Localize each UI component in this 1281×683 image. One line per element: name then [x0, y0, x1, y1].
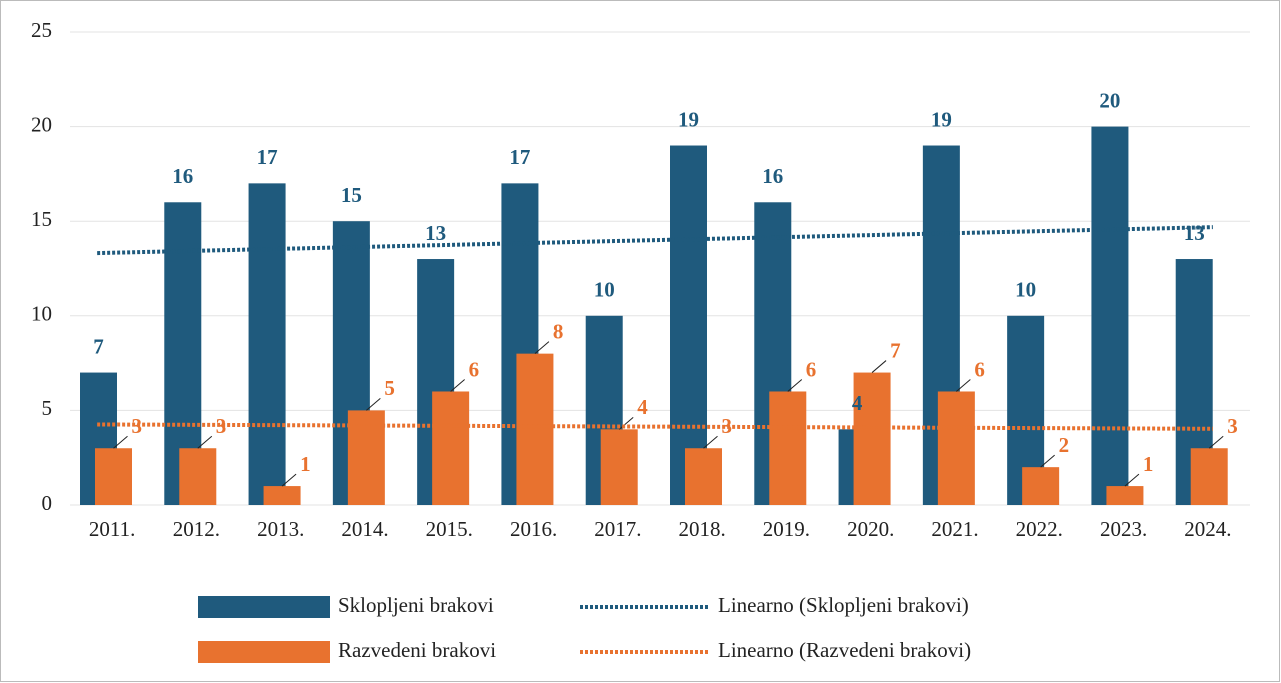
legend-label: Linearno (Razvedeni brakovi): [718, 638, 971, 662]
bar: [1190, 448, 1228, 505]
bar: [1106, 486, 1144, 505]
value-label: 5: [384, 376, 395, 400]
leader-line: [1124, 473, 1140, 487]
bar: [1091, 126, 1129, 505]
x-tick-label: 2021.: [931, 517, 978, 541]
leader-line: [366, 398, 381, 411]
y-tick-label: 5: [42, 396, 53, 420]
leader-line: [1040, 454, 1055, 468]
value-label: 10: [594, 278, 615, 302]
y-tick-label: 0: [42, 491, 53, 515]
leader-line: [197, 435, 213, 449]
leader-line: [1208, 435, 1224, 449]
legend-label: Linearno (Sklopljeni brakovi): [718, 593, 969, 617]
x-tick-label: 2016.: [510, 517, 557, 541]
bar: [853, 372, 891, 505]
value-label: 4: [637, 395, 648, 419]
leader-line: [450, 379, 465, 392]
value-label: 3: [722, 414, 733, 438]
bar: [95, 448, 132, 505]
bar: [937, 391, 975, 505]
bar: [670, 145, 707, 505]
value-label: 10: [1015, 278, 1036, 302]
value-label: 17: [257, 145, 278, 169]
x-tick-label: 2012.: [173, 517, 220, 541]
value-label: 3: [1227, 414, 1238, 438]
x-tick-label: 2023.: [1100, 517, 1147, 541]
leader-line: [956, 379, 971, 392]
value-label: 17: [509, 145, 530, 169]
y-tick-label: 10: [31, 302, 52, 326]
value-label: 4: [852, 391, 863, 415]
y-tick-label: 15: [31, 207, 52, 231]
value-label: 19: [931, 107, 952, 131]
x-tick-label: 2024.: [1184, 517, 1231, 541]
value-label: 3: [216, 414, 227, 438]
value-label: 19: [678, 107, 699, 131]
value-label: 1: [300, 452, 311, 476]
leader-line: [703, 435, 718, 449]
x-tick-label: 2014.: [341, 517, 388, 541]
value-label: 15: [341, 183, 362, 207]
leader-line: [787, 379, 803, 392]
value-label: 1: [1143, 452, 1154, 476]
legend-swatch: [198, 596, 330, 618]
legend-swatch: [198, 641, 330, 663]
leader-line: [618, 416, 634, 430]
value-label: 20: [1099, 88, 1120, 112]
bar: [685, 448, 722, 505]
y-tick-label: 25: [31, 18, 52, 42]
x-tick-label: 2015.: [426, 517, 473, 541]
trendline: [97, 422, 1213, 431]
leader-line: [281, 473, 297, 487]
leader-line: [534, 341, 550, 355]
bar: [179, 448, 217, 505]
x-tick-label: 2019.: [763, 517, 810, 541]
value-label: 7: [890, 338, 901, 362]
legend-label: Sklopljeni brakovi: [338, 593, 494, 617]
trendline: [97, 225, 1213, 256]
bar: [263, 486, 301, 505]
x-tick-label: 2020.: [847, 517, 894, 541]
value-label: 6: [469, 357, 480, 381]
bar: [432, 391, 470, 505]
bar: [600, 429, 638, 505]
leader-line: [113, 435, 128, 449]
y-tick-label: 20: [31, 112, 52, 136]
bar: [248, 183, 286, 506]
value-label: 3: [132, 414, 143, 438]
x-tick-label: 2022.: [1016, 517, 1063, 541]
value-label: 13: [1184, 221, 1205, 245]
value-label: 16: [172, 164, 193, 188]
value-label: 6: [974, 357, 985, 381]
value-label: 7: [93, 334, 104, 358]
leader-line: [871, 360, 887, 373]
x-tick-label: 2018.: [679, 517, 726, 541]
bar: [516, 353, 554, 505]
value-label: 6: [806, 357, 817, 381]
value-label: 2: [1059, 433, 1070, 457]
bar: [1022, 467, 1060, 505]
value-label: 16: [762, 164, 783, 188]
legend-label: Razvedeni brakovi: [338, 638, 496, 662]
x-tick-label: 2013.: [257, 517, 304, 541]
value-label: 13: [425, 221, 446, 245]
x-tick-label: 2017.: [594, 517, 641, 541]
x-tick-label: 2011.: [89, 517, 135, 541]
value-label: 8: [553, 319, 564, 343]
bar: [769, 391, 807, 505]
